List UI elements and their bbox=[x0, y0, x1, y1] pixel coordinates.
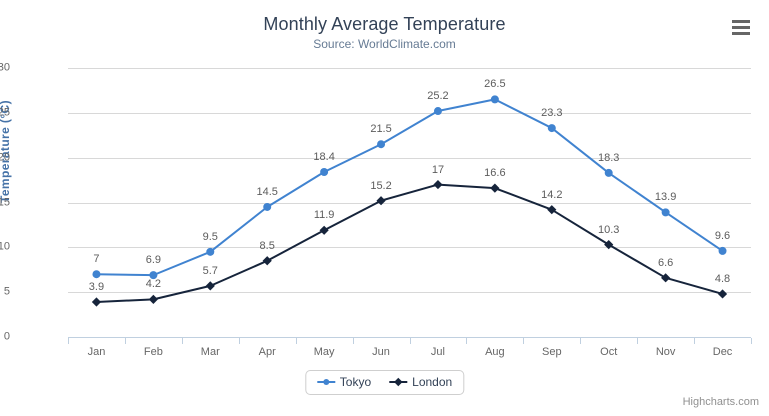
y-axis-tick-label-0: 0 bbox=[3, 330, 10, 343]
x-axis-tick bbox=[124, 338, 126, 344]
x-axis-label-mar: Mar bbox=[200, 346, 220, 358]
hamburger-menu-icon[interactable] bbox=[729, 16, 753, 38]
hamburger-bar-2 bbox=[732, 25, 750, 29]
data-label-london-mar: 5.7 bbox=[202, 264, 218, 277]
data-label-london-feb: 4.2 bbox=[145, 278, 162, 291]
data-label-london-apr: 8.5 bbox=[259, 239, 275, 252]
legend-symbol-london-icon bbox=[389, 377, 408, 387]
x-axis-label-nov: Nov bbox=[655, 346, 676, 358]
x-axis-tick bbox=[637, 338, 639, 344]
x-axis-tick bbox=[580, 338, 582, 344]
data-label-tokyo-feb: 6.9 bbox=[145, 254, 162, 267]
data-label-london-jul: 17 bbox=[431, 163, 445, 176]
x-axis-tick bbox=[751, 338, 752, 344]
x-axis-label-jul: Jul bbox=[430, 346, 445, 358]
x-axis-label-aug: Aug bbox=[485, 346, 505, 358]
x-axis-tick bbox=[68, 338, 69, 344]
x-axis-label-may: May bbox=[313, 346, 335, 358]
x-axis-label-jan: Jan bbox=[87, 346, 106, 358]
hamburger-bar-1 bbox=[732, 19, 750, 23]
legend-label-london: London bbox=[412, 375, 453, 389]
x-axis-label-apr: Apr bbox=[258, 346, 276, 358]
gridline-10 bbox=[68, 247, 751, 249]
y-axis-tick-label-15: 15 bbox=[0, 196, 10, 208]
x-axis-label-sep: Sep bbox=[541, 346, 562, 358]
data-label-tokyo-sep: 23.3 bbox=[541, 107, 563, 120]
data-label-tokyo-nov: 13.9 bbox=[654, 191, 677, 204]
data-label-tokyo-may: 18.4 bbox=[313, 151, 335, 163]
legend-item-london[interactable]: London bbox=[389, 375, 452, 389]
data-label-tokyo-oct: 18.3 bbox=[597, 151, 620, 164]
legend-symbol-tokyo-icon bbox=[316, 377, 335, 387]
x-axis-label-feb: Feb bbox=[143, 346, 163, 358]
x-axis-tick bbox=[523, 338, 525, 344]
y-axis-tick-label-25: 25 bbox=[0, 106, 10, 119]
data-label-london-jan: 3.9 bbox=[88, 281, 105, 294]
x-axis-tick bbox=[238, 338, 240, 344]
x-axis-tick bbox=[181, 338, 183, 344]
hamburger-bar-3 bbox=[732, 31, 750, 35]
y-axis-tick-label-5: 5 bbox=[3, 285, 10, 298]
gridline-20 bbox=[68, 157, 751, 159]
x-axis-tick bbox=[295, 338, 297, 344]
y-axis-tick-label-20: 20 bbox=[0, 151, 10, 164]
x-axis-line bbox=[68, 337, 751, 338]
x-axis-label-dec: Dec bbox=[712, 346, 733, 358]
data-label-london-may: 11.9 bbox=[313, 209, 335, 222]
data-label-london-jun: 15.2 bbox=[370, 179, 392, 192]
data-label-london-dec: 4.8 bbox=[714, 272, 731, 285]
gridline-5 bbox=[68, 292, 751, 294]
data-label-tokyo-jan: 7 bbox=[93, 253, 100, 266]
plot-area bbox=[68, 68, 751, 338]
chart-subtitle: Source: WorldClimate.com bbox=[313, 37, 456, 51]
data-label-tokyo-jul: 25.2 bbox=[427, 90, 449, 103]
y-axis-tick-label-10: 10 bbox=[0, 240, 10, 253]
x-axis-tick bbox=[352, 338, 354, 344]
x-axis-tick bbox=[409, 338, 411, 344]
data-label-london-aug: 16.6 bbox=[484, 167, 506, 180]
legend-item-tokyo[interactable]: Tokyo bbox=[316, 375, 372, 389]
data-label-london-sep: 14.2 bbox=[541, 188, 563, 201]
y-axis-tick-label-30: 30 bbox=[0, 61, 10, 74]
x-axis-label-oct: Oct bbox=[600, 346, 618, 358]
x-axis-label-jun: Jun bbox=[372, 346, 390, 358]
chart-legend: Tokyo London bbox=[304, 370, 465, 395]
data-label-london-nov: 6.6 bbox=[657, 256, 674, 269]
data-label-tokyo-jun: 21.5 bbox=[370, 123, 392, 136]
data-label-tokyo-mar: 9.5 bbox=[202, 230, 218, 243]
data-label-tokyo-dec: 9.6 bbox=[714, 229, 731, 242]
gridline-15 bbox=[68, 202, 751, 204]
x-axis-tick bbox=[694, 338, 696, 344]
gridline-30 bbox=[68, 68, 751, 69]
legend-label-tokyo: Tokyo bbox=[339, 375, 372, 389]
chart-title: Monthly Average Temperature bbox=[263, 14, 506, 34]
gridline-25 bbox=[68, 112, 751, 114]
data-label-tokyo-aug: 26.5 bbox=[484, 78, 506, 91]
x-axis-tick bbox=[466, 338, 468, 344]
data-label-london-oct: 10.3 bbox=[597, 223, 620, 236]
data-label-tokyo-apr: 14.5 bbox=[256, 185, 278, 198]
credits-link[interactable]: Highcharts.com bbox=[682, 396, 759, 408]
